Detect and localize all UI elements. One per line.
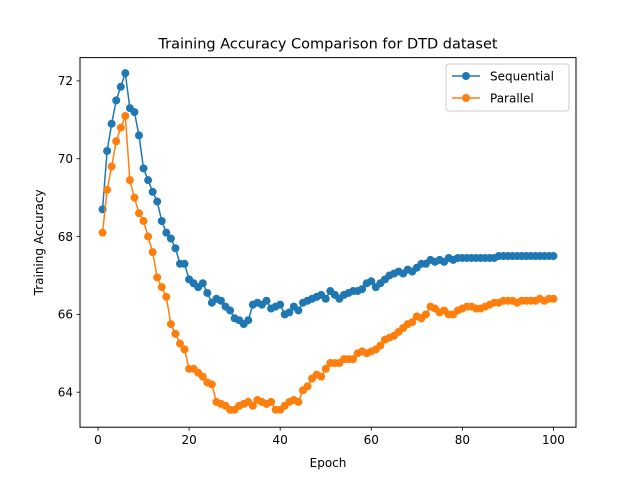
- x-tick-label: 0: [94, 433, 102, 447]
- sequential-point: [321, 294, 330, 303]
- x-axis-label: Epoch: [310, 456, 347, 470]
- sequential-point: [358, 285, 367, 294]
- plot-frame: [79, 57, 577, 428]
- sequential-point: [139, 164, 148, 173]
- sequential-point: [153, 197, 162, 206]
- sequential-point: [121, 69, 130, 78]
- parallel-point: [157, 283, 166, 292]
- parallel-point: [144, 232, 153, 241]
- y-tick-label: 70: [58, 152, 73, 166]
- parallel-point: [549, 294, 558, 303]
- sequential-point: [549, 252, 558, 261]
- sequential-point: [276, 300, 285, 309]
- parallel-point: [303, 382, 312, 391]
- parallel-point: [294, 397, 303, 406]
- parallel-point: [134, 209, 143, 218]
- parallel-point: [107, 162, 116, 171]
- parallel-point: [180, 345, 189, 354]
- sequential-point: [244, 316, 253, 325]
- sequential-point: [216, 296, 225, 305]
- parallel-point: [121, 111, 130, 120]
- parallel-point: [421, 310, 430, 319]
- parallel-point: [162, 292, 171, 301]
- parallel-point: [175, 339, 184, 348]
- sequential-point: [294, 306, 303, 315]
- sequential-point: [367, 277, 376, 286]
- legend: Sequential Parallel: [445, 63, 570, 112]
- sequential-point: [103, 146, 112, 155]
- sequential-point: [130, 108, 139, 117]
- sequential-point: [134, 131, 143, 140]
- sequential-point: [203, 288, 212, 297]
- sequential-series: [98, 69, 558, 329]
- chart-title: Training Accuracy Comparison for DTD dat…: [157, 37, 498, 53]
- parallel-point: [198, 372, 207, 381]
- parallel-point: [125, 176, 134, 185]
- legend-parallel-label: Parallel: [490, 91, 534, 105]
- parallel-point: [171, 329, 180, 338]
- sequential-point: [116, 82, 125, 91]
- sequential-point: [285, 308, 294, 317]
- sequential-point: [107, 119, 116, 128]
- parallel-point: [317, 372, 326, 381]
- parallel-point: [139, 217, 148, 225]
- x-tick-label: 60: [364, 433, 379, 447]
- y-tick-label: 68: [58, 230, 73, 244]
- sequential-point: [171, 244, 180, 253]
- sequential-point: [198, 279, 207, 288]
- y-axis: 64 66 68 70 72: [58, 74, 80, 399]
- x-tick-label: 40: [273, 433, 288, 447]
- sequential-point: [162, 228, 171, 237]
- legend-sequential-label: Sequential: [490, 69, 554, 83]
- parallel-point: [116, 123, 125, 132]
- parallel-point: [112, 137, 121, 146]
- parallel-point: [321, 364, 330, 373]
- legend-parallel-marker: [462, 94, 470, 102]
- parallel-point: [267, 397, 276, 406]
- sequential-point: [180, 259, 189, 268]
- y-tick-label: 72: [58, 74, 73, 88]
- sequential-point: [148, 187, 157, 196]
- legend-sequential-marker: [462, 72, 470, 80]
- parallel-point: [408, 318, 417, 327]
- sequential-point: [144, 176, 153, 185]
- parallel-point: [148, 248, 157, 257]
- y-axis-label: Training Accuracy: [32, 189, 46, 296]
- x-tick-label: 20: [181, 433, 196, 447]
- parallel-point: [349, 355, 358, 364]
- sequential-point: [226, 306, 235, 315]
- parallel-point: [376, 341, 385, 350]
- parallel-point: [98, 228, 107, 237]
- y-tick-label: 66: [58, 308, 73, 322]
- x-tick-label: 100: [542, 433, 565, 447]
- parallel-point: [153, 273, 162, 282]
- x-tick-label: 80: [455, 433, 470, 447]
- parallel-series: [98, 111, 558, 414]
- sequential-point: [157, 217, 166, 225]
- y-tick-label: 64: [58, 385, 73, 399]
- sequential-point: [166, 234, 175, 243]
- parallel-point: [166, 320, 175, 329]
- parallel-point: [248, 401, 257, 410]
- parallel-point: [130, 193, 139, 202]
- x-axis: 0 20 40 60 80 100: [94, 427, 565, 447]
- parallel-point: [207, 380, 216, 389]
- sequential-point: [262, 296, 271, 305]
- parallel-point: [103, 185, 112, 194]
- sequential-point: [112, 96, 121, 105]
